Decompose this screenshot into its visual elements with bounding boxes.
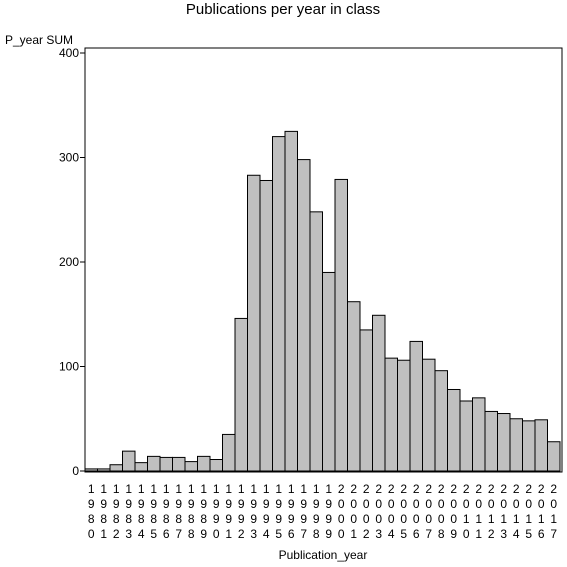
bar-1984: [134, 462, 148, 472]
bar-2005: [397, 359, 411, 472]
y-axis: 0 100 200 300 400: [59, 46, 85, 478]
bar-1986: [159, 456, 173, 472]
bar-1999: [322, 271, 336, 472]
plot-area-frame: [84, 47, 563, 473]
bar-2016: [534, 419, 548, 472]
bar-1990: [209, 459, 223, 472]
bar-1991: [222, 433, 236, 472]
y-tick-label: 200: [59, 255, 79, 269]
bar-1992: [234, 317, 248, 472]
bar-2008: [434, 370, 448, 472]
bar-2013: [497, 413, 511, 472]
bar-2007: [422, 358, 436, 472]
bar-2004: [384, 357, 398, 472]
x-axis-label: Publication_year: [279, 548, 368, 562]
bar-2012: [484, 410, 498, 472]
y-tick-label: 0: [72, 464, 79, 478]
bar-1983: [122, 450, 136, 472]
y-tick-label: 100: [59, 360, 79, 374]
bar-2017: [547, 441, 561, 472]
bar-2003: [372, 314, 386, 472]
bar-1988: [184, 461, 198, 472]
y-tick-label: 300: [59, 151, 79, 165]
bar-2000: [334, 178, 348, 472]
bar-1982: [109, 464, 123, 472]
bar-1998: [309, 211, 323, 472]
y-axis-label: P_year SUM: [5, 33, 73, 47]
bar-2001: [347, 301, 361, 472]
bar-1993: [247, 174, 261, 472]
bar-1996: [284, 130, 298, 472]
bar-1980: [84, 468, 98, 472]
bars: [84, 130, 561, 472]
bar-1981: [97, 468, 111, 472]
bar-2014: [509, 418, 523, 472]
bar-1994: [259, 179, 273, 472]
bar-1987: [172, 456, 186, 472]
bar-2006: [409, 340, 423, 472]
bar-2009: [447, 388, 461, 472]
bar-2011: [472, 397, 486, 472]
chart-title: Publications per year in class: [186, 1, 380, 18]
bar-2010: [459, 400, 473, 472]
bar-2015: [522, 420, 536, 472]
bar-1995: [272, 136, 286, 472]
bar-1989: [197, 455, 211, 472]
bar-1997: [297, 159, 311, 472]
bar-2002: [359, 329, 373, 472]
bar-1985: [147, 455, 161, 472]
y-tick-label: 400: [59, 46, 79, 60]
x-tick-labels: 1 9 8 0 1 9 8 1 1 9 8 2 1 9 8 3 1 9 8 4 1 9 8 5 1 9 8 6 1 9 8 7 1 9 8 8 1 9 8 9…: [88, 482, 558, 541]
